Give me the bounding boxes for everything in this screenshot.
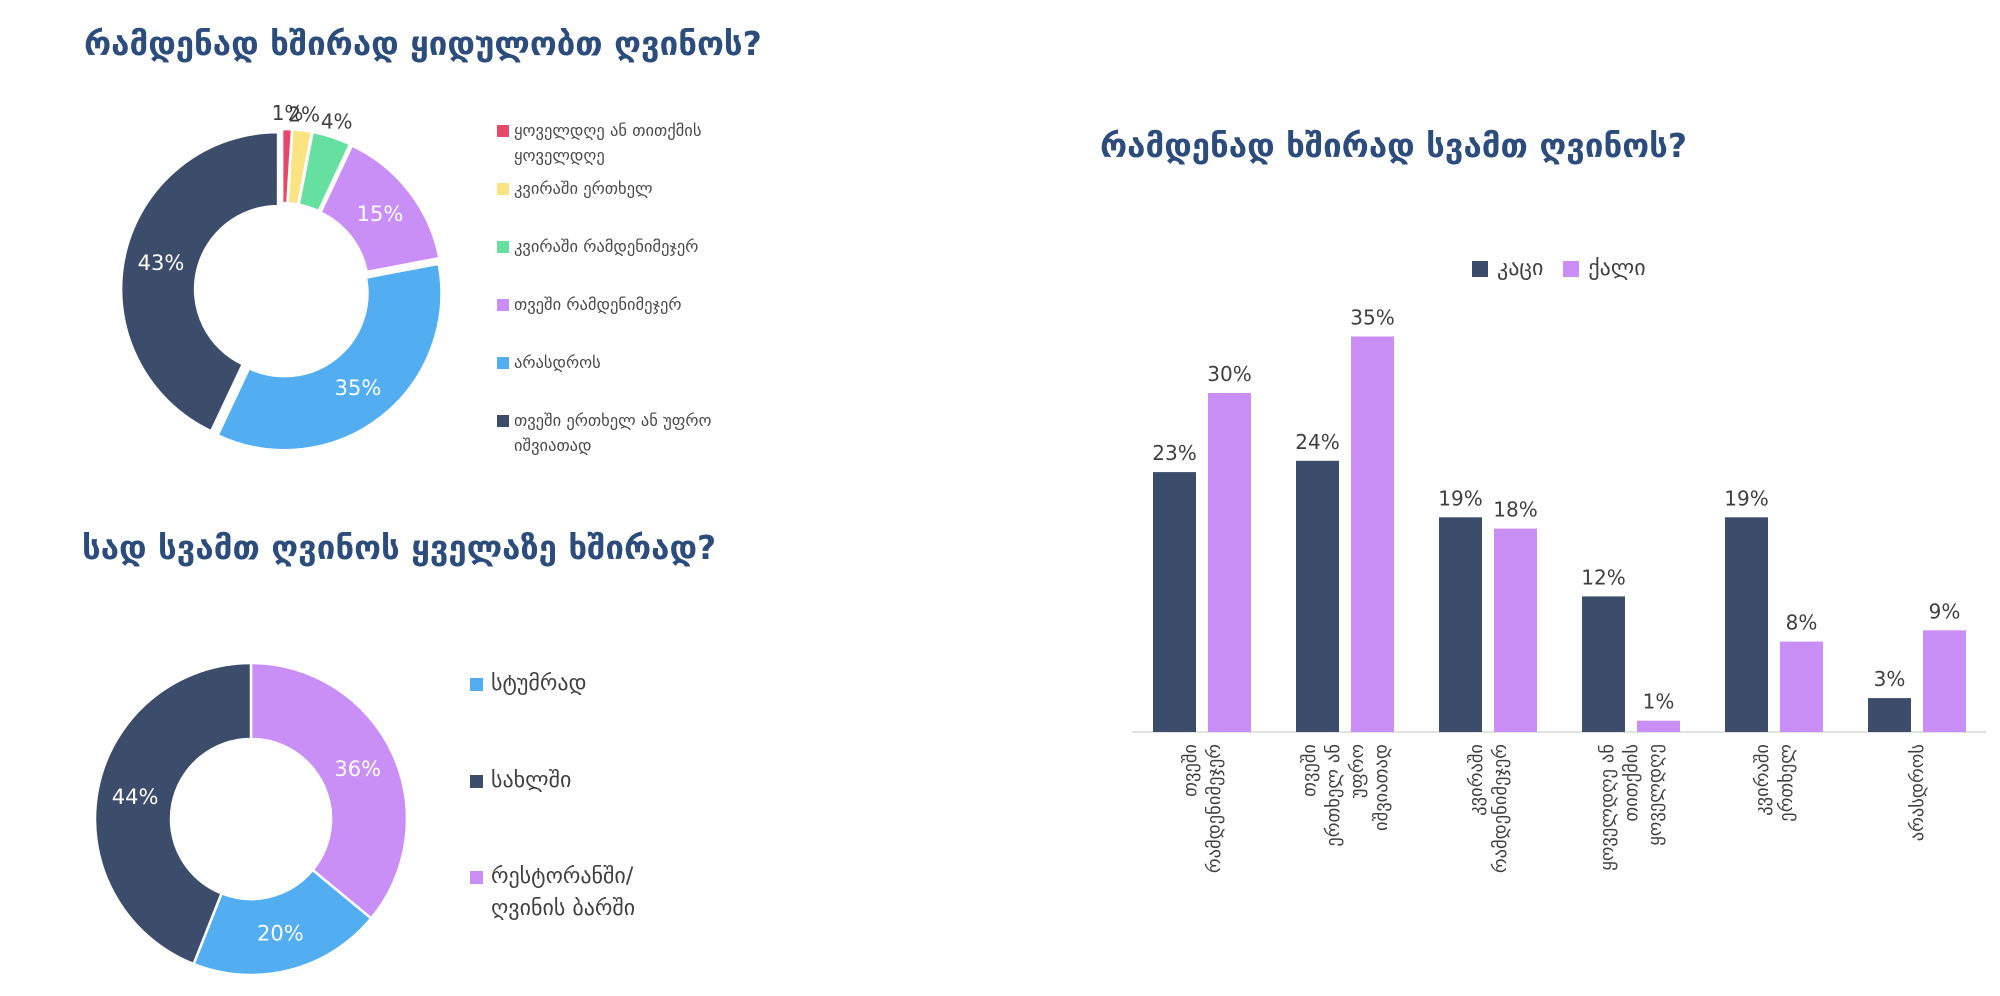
bar-value-label: 1% (1643, 690, 1675, 714)
pie-slice (249, 661, 409, 921)
slice-value-label: 35% (335, 376, 382, 400)
legend-label: თვეში ერთხელ ან უფრო იშვიათად (514, 411, 712, 455)
legend-swatch (497, 415, 509, 427)
legend-label: კაცი (1497, 256, 1544, 281)
category-tick-label: თვეში რამდენიმეჯერ (1180, 744, 1225, 873)
bar (1208, 393, 1251, 732)
location-chart-title: სად სვამთ ღვინოს ყველაზე ხშირად? (82, 528, 717, 567)
slice-value-label: 36% (334, 757, 381, 781)
pie-slice (119, 130, 280, 433)
bar (1725, 517, 1768, 732)
bar (1637, 720, 1680, 732)
legend-swatch (470, 678, 483, 691)
bar-value-label: 12% (1581, 565, 1625, 589)
category-tick-label: თვეში ერთხელ ან უფრო იშვიათად (1299, 744, 1392, 847)
bar-value-label: 3% (1874, 667, 1906, 691)
drinking-chart-title: რამდენად ხშირად სვამთ ღვინოს? (1100, 126, 1687, 165)
bar-value-label: 30% (1207, 362, 1251, 386)
category-tick-label: არასდროს (1907, 744, 1928, 841)
pie-slice (191, 868, 373, 977)
legend-swatch (470, 871, 483, 884)
legend-swatch (497, 357, 509, 369)
slice-value-label: 1% (272, 101, 304, 125)
legend-label: რესტორანში/ღვინის ბარში (491, 864, 636, 921)
legend-item: თვეში რამდენიმეჯერ (497, 292, 724, 317)
bar (1582, 596, 1625, 732)
pie-slice (215, 262, 443, 452)
slice-value-label: 15% (357, 202, 404, 226)
legend-label: კვირაში ერთხელ (514, 179, 653, 198)
bar-value-label: 19% (1438, 486, 1482, 510)
bar (1868, 698, 1911, 732)
slice-value-label: 44% (112, 785, 159, 809)
bar-value-label: 35% (1350, 306, 1394, 330)
legend-label: თვეში რამდენიმეჯერ (514, 295, 682, 314)
bar (1494, 528, 1537, 732)
slice-value-label: 4% (321, 110, 353, 134)
legend-item: კაცი (1472, 256, 1543, 281)
bar (1780, 641, 1823, 732)
pie-slice (93, 661, 253, 966)
pie-slice (318, 143, 441, 274)
legend-swatch (497, 299, 509, 311)
slice-value-label: 43% (138, 251, 185, 275)
legend-item: კვირაში ერთხელ (497, 176, 724, 201)
bar (1439, 517, 1482, 732)
legend-item: სტუმრად (470, 668, 696, 700)
slice-value-label: 2% (288, 102, 320, 126)
legend-label: სახლში (491, 768, 572, 793)
legend-swatch (1472, 260, 1488, 277)
bar (1923, 630, 1966, 732)
legend-swatch (497, 183, 509, 195)
legend-item: არასდროს (497, 350, 724, 375)
legend-label: არასდროს (514, 353, 601, 372)
legend-label: ყოველდღე ან თითქმის ყოველდღე (514, 121, 702, 165)
legend-swatch (1563, 260, 1580, 277)
bar-value-label: 23% (1152, 441, 1196, 465)
drinking-legend: კაცი ქალი (1472, 256, 1666, 281)
legend-swatch (470, 775, 483, 788)
legend-item: რესტორანში/ღვინის ბარში (470, 861, 696, 925)
legend-item: ქალი (1563, 256, 1646, 281)
bar (1296, 460, 1339, 732)
bar-value-label: 18% (1493, 498, 1537, 522)
pie-slice (297, 130, 352, 213)
bar-value-label: 24% (1295, 430, 1339, 454)
bar-value-label: 8% (1786, 611, 1818, 635)
category-tick-label: კვირაში რამდენიმეჯერ (1466, 744, 1511, 873)
legend-item: თვეში ერთხელ ან უფრო იშვიათად (497, 408, 724, 458)
bar (1351, 336, 1394, 732)
bar (1153, 472, 1196, 732)
slice-value-label: 20% (257, 921, 304, 945)
legend-label: სტუმრად (491, 671, 587, 696)
drinking-bar-chart: 23% 30% თვეში რამდენიმეჯერ 24% 35% თვეში ერთხელ… (1132, 306, 1986, 873)
legend-label: კვირაში რამდენიმეჯერ (514, 237, 699, 256)
legend-item: ყოველდღე ან თითქმის ყოველდღე (497, 118, 724, 168)
bar-value-label: 9% (1929, 599, 1961, 623)
legend-item: კვირაში რამდენიმეჯერ (497, 234, 724, 259)
legend-label: ქალი (1588, 256, 1646, 281)
purchase-donut-chart: 1%2% 4% 15% 35% 43% (119, 101, 443, 452)
purchase-chart-title: რამდენად ხშირად ყიდულობთ ღვინოს? (84, 24, 762, 63)
legend-item: სახლში (470, 765, 696, 797)
category-tick-label: ყოველდღე ან თითქმის ყოველდღე (1597, 744, 1666, 871)
legend-swatch (497, 125, 509, 137)
location-donut-chart: 36% 20% 44% (93, 661, 409, 977)
bar-value-label: 19% (1724, 486, 1768, 510)
legend-swatch (497, 241, 509, 253)
category-tick-label: კვირაში ერთხელ (1752, 744, 1797, 822)
